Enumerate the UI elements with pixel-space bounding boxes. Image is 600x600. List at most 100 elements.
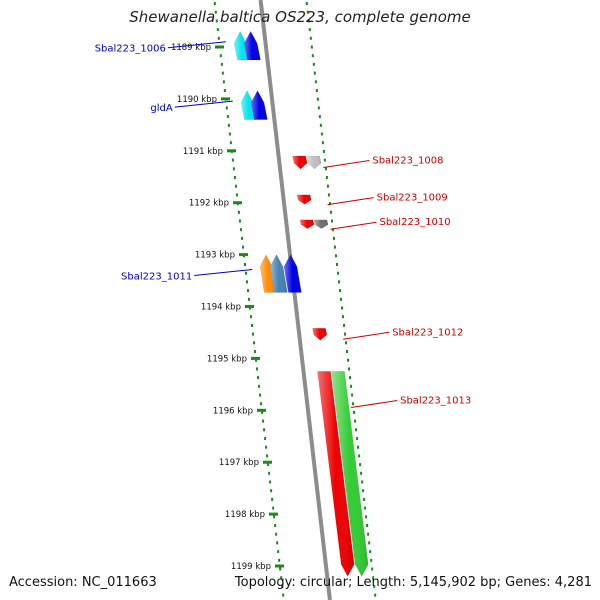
track-dot (276, 541, 279, 545)
track-dot (323, 158, 326, 162)
track-dot (221, 71, 224, 75)
track-dot (278, 558, 281, 562)
gene-arrow-shade (331, 371, 369, 577)
track-dot (252, 332, 255, 336)
gene-arrow-shade (306, 155, 322, 169)
track-dot (356, 437, 359, 440)
gene-labels: Sbal223_1006 gldA Sbal223_1008 Sbal223_1009… (95, 41, 471, 409)
track-dot (259, 393, 262, 397)
scale-tick (256, 408, 266, 412)
accession-text: Accession: NC_011663 (9, 575, 157, 590)
track-dot (250, 315, 253, 319)
label-leader (351, 400, 398, 409)
track-dot (347, 358, 350, 362)
scale-tick (262, 460, 272, 464)
scale-tick (250, 356, 260, 360)
track-dot (280, 576, 283, 580)
track-dot (334, 254, 337, 258)
gene-arrow-shade (241, 90, 257, 120)
track-dot (244, 271, 247, 275)
gene-arrow-shade (251, 90, 268, 120)
scale-tick (274, 564, 284, 568)
track-dot (262, 419, 265, 423)
track-dot (272, 506, 275, 510)
track-dot (326, 184, 329, 188)
gene-arrow-shade (244, 31, 261, 60)
track-dot (257, 376, 260, 380)
scale-ticks: 1189 kbp 1190 kbp 1191 kbp 1192 kbp 1193 kbp… (171, 43, 284, 572)
track-dot (332, 236, 335, 240)
tick-label: 1192 kbp (189, 199, 229, 209)
label-leader (194, 269, 253, 277)
track-dot (345, 341, 348, 345)
track-dot (270, 489, 273, 493)
track-dot (246, 289, 249, 293)
track-dot (350, 384, 353, 388)
gene-label: Sbal223_1006 (95, 44, 166, 55)
track-dot (360, 471, 363, 475)
track-dot (277, 550, 280, 554)
track-dot (232, 167, 235, 171)
track-dot (369, 550, 372, 554)
track-dot (217, 36, 220, 40)
track-dot (330, 219, 333, 223)
track-dot (282, 593, 285, 597)
tick-label: 1190 kbp (177, 95, 217, 105)
track-dot (261, 410, 264, 414)
track-dot (374, 593, 377, 597)
gene-arrow-shade (317, 371, 355, 577)
tick-label: 1198 kbp (225, 510, 265, 520)
track-dot (364, 506, 367, 510)
gene-label: Sbal223_1008 (372, 155, 443, 166)
track-dot (343, 323, 346, 327)
gene-arrow-shade (259, 254, 277, 293)
track-dot (318, 115, 321, 119)
label-leader (343, 331, 390, 340)
gene-label: gldA (150, 103, 172, 114)
track-dot (367, 532, 370, 536)
gene-label: Sbal223_1010 (379, 217, 450, 228)
track-dot (254, 350, 257, 353)
tick-label: 1195 kbp (207, 354, 247, 364)
gene-label: Sbal223_1012 (392, 327, 463, 338)
genome-summary: Topology: circular; Length: 5,145,902 bp… (234, 575, 592, 590)
track-dot (329, 210, 332, 214)
gene-arrow-shade (299, 219, 314, 229)
track-dot (327, 193, 330, 197)
track-dot (340, 306, 343, 310)
scale-tick (238, 253, 248, 257)
track-dot (309, 36, 312, 40)
track-dot (251, 323, 254, 327)
tick-label: 1189 kbp (171, 43, 211, 53)
scale-tick (226, 149, 236, 153)
scale-tick (268, 512, 278, 516)
genome-backbone (258, 0, 332, 600)
track-dot (220, 62, 223, 66)
scale-tick (232, 201, 242, 205)
gene-arrow-shade (283, 254, 302, 293)
gene-arrow-shade (234, 31, 250, 60)
track-dot (336, 271, 339, 275)
track-dot (370, 558, 373, 562)
track-dot (279, 567, 282, 571)
track-dot (314, 80, 317, 84)
track-dot (245, 280, 248, 284)
track-dot (222, 80, 225, 84)
track-dot (359, 463, 362, 467)
track-dot (240, 236, 243, 240)
track-dot (363, 497, 366, 501)
gene-label: Sbal223_1013 (400, 396, 471, 407)
track-dot (338, 289, 341, 293)
label-leader (327, 197, 374, 206)
track-dot (348, 367, 351, 371)
track-dot (351, 393, 354, 397)
track-dot (253, 341, 256, 345)
track-dot (241, 245, 244, 249)
track-dot (305, 2, 308, 5)
scale-tick (220, 97, 230, 101)
track-dot (229, 141, 232, 145)
track-dot (366, 524, 369, 527)
gene-arrow-shade (312, 328, 327, 341)
track-dot (228, 132, 231, 136)
track-dot (358, 454, 361, 458)
